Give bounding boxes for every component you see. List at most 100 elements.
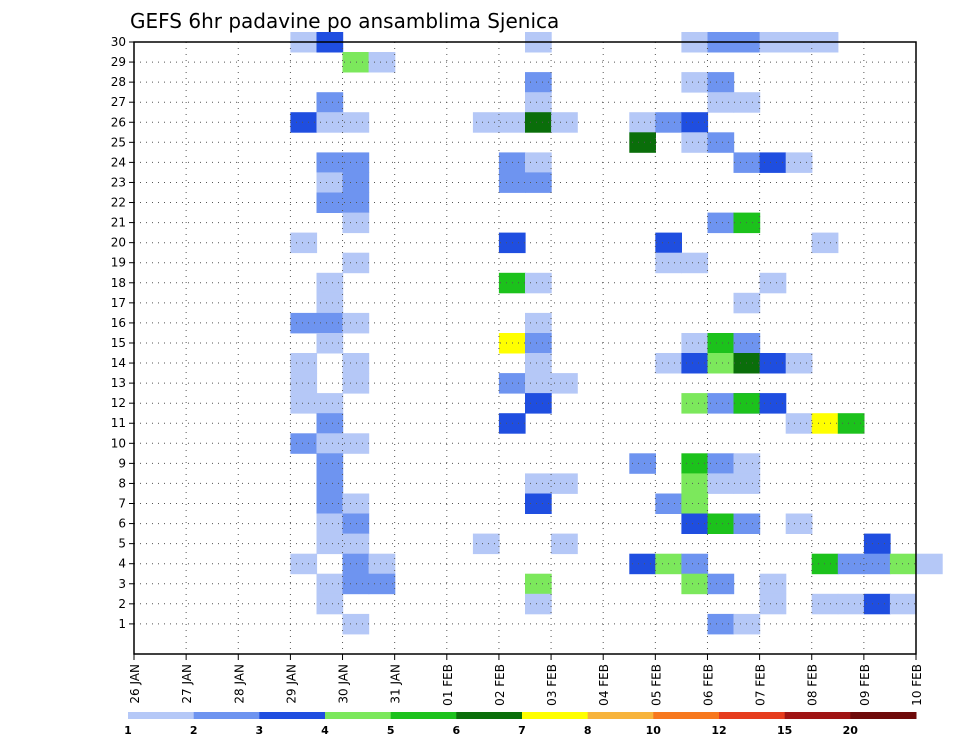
heatmap-cell xyxy=(525,393,552,414)
heatmap-cell xyxy=(316,393,344,414)
heatmap-cell xyxy=(681,553,709,575)
heatmap-cell xyxy=(707,353,735,374)
x-tick-label: 27 JAN xyxy=(180,664,194,704)
y-tick-label: 12 xyxy=(111,396,126,410)
heatmap-cell xyxy=(472,533,500,555)
y-tick-label: 1 xyxy=(118,617,126,631)
heatmap-cell xyxy=(785,152,813,173)
y-tick-label: 8 xyxy=(118,476,126,490)
y-tick-label: 17 xyxy=(111,296,126,310)
colorbar-label: 5 xyxy=(387,724,395,737)
heatmap-cell xyxy=(759,152,787,173)
heatmap-cell xyxy=(681,72,709,93)
heatmap-cell xyxy=(342,373,370,394)
heatmap-cell xyxy=(759,353,787,374)
x-tick-label: 07 FEB xyxy=(754,664,768,706)
y-tick-label: 22 xyxy=(111,196,126,210)
colorbar-segment xyxy=(193,712,260,719)
y-tick-label: 2 xyxy=(118,597,126,611)
heatmap-cell xyxy=(525,593,552,615)
heatmap-cell xyxy=(551,373,578,394)
heatmap-cell xyxy=(863,593,891,615)
heatmap-cell xyxy=(525,112,552,133)
heatmap-cell xyxy=(342,573,370,595)
heatmap-cell xyxy=(316,493,344,514)
heatmap-cell xyxy=(368,52,396,73)
heatmap-cell xyxy=(681,513,709,534)
colorbar-segment xyxy=(128,712,195,719)
chart-title: GEFS 6hr padavine po ansamblima Sjenica xyxy=(130,9,559,33)
y-tick-label: 21 xyxy=(111,216,126,230)
heatmap-cell xyxy=(785,413,813,434)
heatmap-cell xyxy=(368,553,396,575)
heatmap-cell xyxy=(525,333,552,354)
heatmap-cell xyxy=(342,252,370,274)
y-tick-label: 5 xyxy=(118,537,126,551)
colorbar-segment xyxy=(522,712,589,719)
colorbar-label: 15 xyxy=(777,724,792,737)
heatmap-cell xyxy=(811,593,839,615)
heatmap-cell xyxy=(472,112,500,133)
grid-lines xyxy=(134,41,916,654)
x-tick-label: 08 FEB xyxy=(806,664,820,706)
heatmap-cell xyxy=(681,353,709,374)
heatmap-cell xyxy=(316,152,344,173)
heatmap-cell xyxy=(342,192,370,213)
heatmap-cell xyxy=(681,132,709,153)
heatmap-cell xyxy=(629,132,656,153)
x-tick-label: 06 FEB xyxy=(701,664,715,706)
heatmap-cell xyxy=(342,172,370,193)
heatmap-cell xyxy=(342,553,370,575)
heatmap-cell xyxy=(811,232,839,254)
heatmap-cell xyxy=(707,473,735,494)
colorbar-label: 7 xyxy=(518,724,526,737)
x-tick-label: 02 FEB xyxy=(493,664,507,706)
heatmap-cell xyxy=(707,212,735,234)
heatmap-cell xyxy=(342,52,370,73)
x-tick-label: 26 JAN xyxy=(128,664,142,704)
heatmap-cell xyxy=(368,573,396,595)
heatmap-cell xyxy=(707,333,735,354)
y-tick-label: 28 xyxy=(111,75,126,89)
colorbar: 1 2 3 4 5 6 7 8 10 12 15 20 xyxy=(124,712,917,737)
heatmap-cell xyxy=(316,112,344,133)
heatmap-cell xyxy=(681,573,709,595)
heatmap-cell xyxy=(525,473,552,494)
heatmap-cell xyxy=(863,553,891,575)
y-tick-label: 18 xyxy=(111,276,126,290)
heatmap-cell xyxy=(290,553,318,575)
heatmap-cell xyxy=(342,613,370,635)
heatmap-cell xyxy=(629,553,656,575)
heatmap-cell xyxy=(759,272,787,294)
heatmap-cell xyxy=(316,92,344,113)
heatmap-cell xyxy=(629,112,656,133)
colorbar-segment xyxy=(390,712,457,719)
heatmap-cell xyxy=(342,212,370,234)
y-tick-label: 10 xyxy=(111,436,126,450)
colorbar-label: 1 xyxy=(124,724,132,737)
heatmap-cell xyxy=(551,473,578,494)
heatmap-cell xyxy=(290,373,318,394)
heatmap-cell xyxy=(316,593,344,615)
y-tick-label: 27 xyxy=(111,95,126,109)
heatmap-cell xyxy=(316,473,344,494)
heatmap-cell xyxy=(681,453,709,474)
heatmap-cell xyxy=(889,593,917,615)
heatmap-cell xyxy=(290,112,318,133)
colorbar-label: 20 xyxy=(843,724,859,737)
colorbar-segment xyxy=(456,712,523,719)
heatmap-cell xyxy=(707,72,735,93)
y-tick-label: 6 xyxy=(118,517,126,531)
y-tick-label: 15 xyxy=(111,336,126,350)
x-tick-label: 31 JAN xyxy=(389,664,403,704)
heatmap-cell xyxy=(525,353,552,374)
heatmap-cell xyxy=(290,232,318,254)
heatmap-cell xyxy=(316,272,344,294)
y-tick-label: 25 xyxy=(111,135,126,149)
y-tick-label: 30 xyxy=(111,35,126,49)
heatmap-cell xyxy=(707,453,735,474)
y-tick-label: 4 xyxy=(118,557,126,571)
heatmap-cell xyxy=(837,593,865,615)
x-axis: 26 JAN 27 JAN 28 JAN 29 JAN 30 JAN 31 JAN 01 F… xyxy=(128,654,924,706)
heatmap-cell xyxy=(707,513,735,534)
